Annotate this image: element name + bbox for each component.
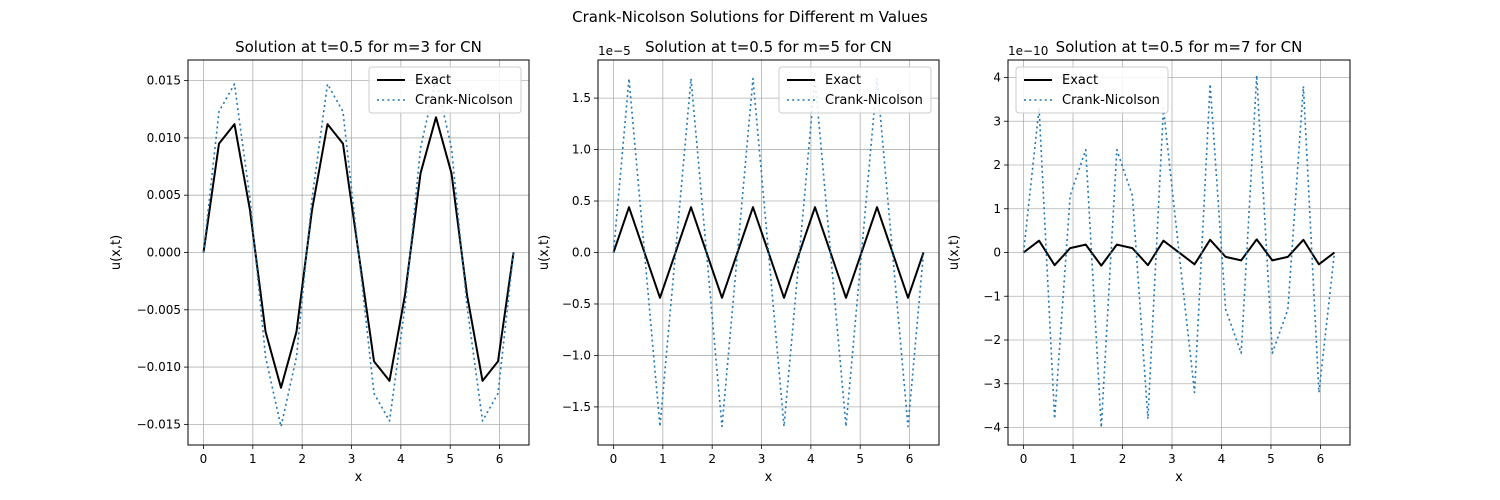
y-axis-label: u(x,t)	[947, 235, 962, 270]
subplot-1: 0 1 2 3 4 5 6 −0.015 −0.010 −0.005 0.000 0.005 0.010…	[109, 38, 530, 485]
legend-label: Crank-Nicolson	[415, 93, 513, 108]
x-tick-label: 6	[1317, 452, 1325, 466]
y-offset-text: 1e−10	[1008, 44, 1048, 58]
y-tick-label: 0	[993, 246, 1001, 260]
x-tick-label: 1	[659, 452, 667, 466]
legend-box	[368, 66, 522, 114]
y-tick-label: −2	[983, 333, 1001, 347]
x-tick-label: 3	[348, 452, 356, 466]
x-tick-label: 3	[758, 452, 766, 466]
subplot-3: 0 1 2 3 4 5 6 −4 −3 −2 −1 0 1 2 3 4 1e−10 Solution at t=0…	[947, 38, 1351, 485]
x-tick-label: 2	[298, 452, 306, 466]
y-tick-label: 3	[993, 114, 1001, 128]
legend-label: Crank-Nicolson	[1062, 93, 1160, 108]
y-tick-label: 0.0	[572, 246, 591, 260]
x-tick-label: 4	[807, 452, 815, 466]
x-axis-label: x	[355, 470, 363, 485]
subplot-title: Solution at t=0.5 for m=3 for CN	[235, 38, 482, 56]
y-tick-label: −0.5	[562, 297, 591, 311]
y-tick-label: −1	[983, 289, 1001, 303]
legend: Exact Crank-Nicolson	[778, 66, 932, 114]
y-tick-label: 0.5	[572, 194, 591, 208]
x-tick-label: 0	[200, 452, 208, 466]
x-tick-label: 5	[446, 452, 454, 466]
x-tick-label: 6	[906, 452, 914, 466]
subplot-2: 0 1 2 3 4 5 6 −1.5 −1.0 −0.5 0.0 0.5 1.0 1.5 1e−5 Solut…	[537, 38, 940, 485]
subplot-title: Solution at t=0.5 for m=5 for CN	[645, 38, 892, 56]
x-tick-label: 0	[1020, 452, 1028, 466]
y-tick-label: 2	[993, 158, 1001, 172]
legend-label: Exact	[825, 73, 861, 88]
y-axis-label: u(x,t)	[537, 235, 552, 270]
x-tick-label: 4	[397, 452, 405, 466]
y-tick-label: −0.010	[137, 360, 181, 374]
x-axis-label: x	[1175, 470, 1183, 485]
legend: Exact Crank-Nicolson	[1015, 66, 1169, 114]
y-tick-label: −3	[983, 377, 1001, 391]
y-tick-label: −0.005	[137, 303, 181, 317]
legend-label: Exact	[1062, 73, 1098, 88]
series-line-exact	[202, 116, 515, 389]
y-offset-text: 1e−5	[598, 44, 631, 58]
x-tick-label: 5	[1267, 452, 1275, 466]
x-tick-label: 1	[249, 452, 257, 466]
y-tick-label: 0.015	[147, 74, 181, 88]
legend-label: Exact	[415, 73, 451, 88]
y-tick-label: 0.000	[147, 246, 181, 260]
legend: Exact Crank-Nicolson	[368, 66, 522, 114]
y-tick-label: 1	[993, 202, 1001, 216]
legend-box	[778, 66, 932, 114]
y-tick-label: −0.015	[137, 417, 181, 431]
series-line-crank-nicolson	[1022, 74, 1336, 429]
x-axis-label: x	[765, 470, 773, 485]
x-tick-label: 5	[856, 452, 864, 466]
y-tick-label: 0.005	[147, 188, 181, 202]
x-tick-label: 1	[1069, 452, 1077, 466]
x-tick-label: 2	[1119, 452, 1127, 466]
legend-box	[1015, 66, 1169, 114]
series-line-exact	[612, 206, 925, 299]
y-tick-label: 1.0	[572, 143, 591, 157]
y-tick-label: 0.010	[147, 131, 181, 145]
subplots: 0 1 2 3 4 5 6−0.015−0.010−0.0050.0000.0050.010…	[109, 38, 1351, 485]
x-tick-label: 0	[610, 452, 618, 466]
y-tick-label: 4	[993, 71, 1001, 85]
legend-label: Crank-Nicolson	[825, 93, 923, 108]
y-tick-label: −4	[983, 421, 1001, 435]
subplot-title: Solution at t=0.5 for m=7 for CN	[1056, 38, 1303, 56]
y-tick-label: 1.5	[572, 91, 591, 105]
y-tick-label: −1.0	[562, 348, 591, 362]
x-tick-label: 4	[1218, 452, 1226, 466]
x-tick-label: 2	[708, 452, 716, 466]
y-tick-label: −1.5	[562, 400, 591, 414]
y-axis-label: u(x,t)	[109, 235, 124, 270]
x-tick-label: 3	[1168, 452, 1176, 466]
figure-suptitle: Crank-Nicolson Solutions for Different m…	[572, 8, 928, 26]
x-tick-label: 6	[496, 452, 504, 466]
